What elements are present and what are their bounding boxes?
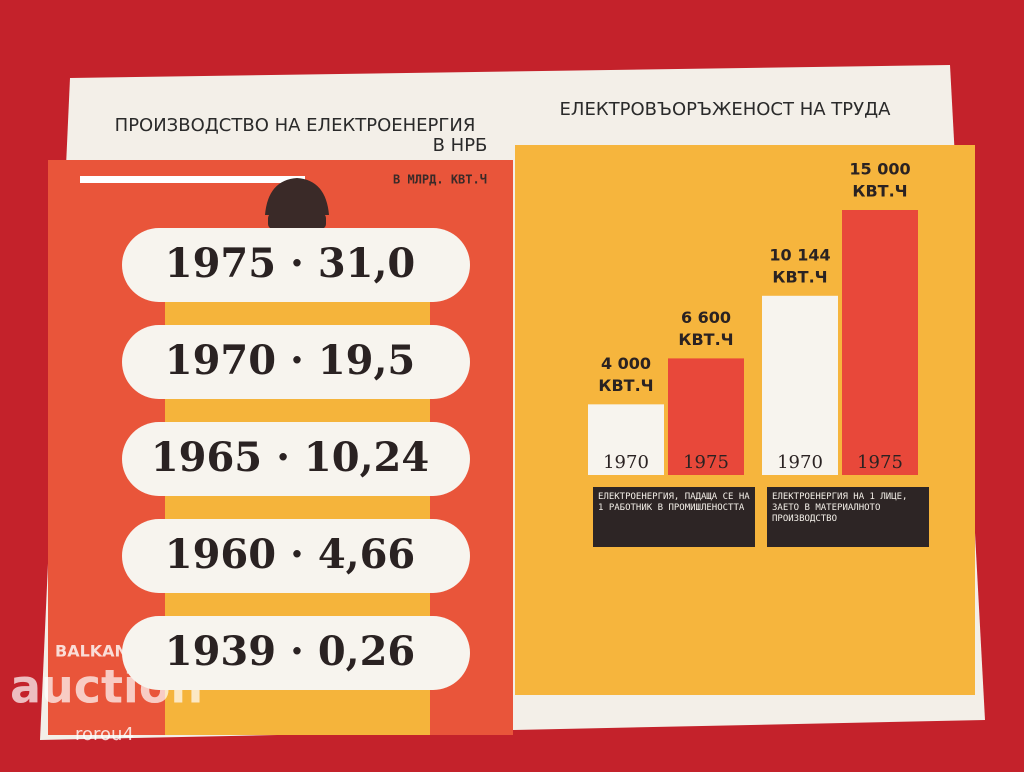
- row-part: 1939: [165, 628, 276, 675]
- left-title-1: ПРОИЗВОДСТВО НА ЕЛЕКТРОЕНЕРГИЯ: [115, 115, 476, 136]
- caption-text: ЕЛЕКТРОЕНЕРГИЯ НА 1 ЛИЦЕ, ЗАЕТО В МАТЕРИ…: [772, 492, 908, 524]
- pill: [122, 519, 470, 593]
- bar-year: 1970: [777, 452, 823, 473]
- separator: ·: [276, 531, 318, 578]
- row-text: 1939 · 0,26: [165, 628, 416, 675]
- separator: ·: [276, 337, 318, 384]
- bar-year: 1975: [683, 452, 729, 473]
- bar: [762, 295, 838, 475]
- left-title-2: В НРБ: [433, 135, 488, 156]
- row-text: 1960 · 4,66: [165, 531, 416, 578]
- pill: [122, 228, 470, 302]
- row-text: 1965 · 10,24: [151, 434, 429, 481]
- watermark: BALKAN: [55, 642, 128, 661]
- lamp-base: [268, 213, 326, 229]
- bar-unit: КВТ.Ч: [852, 182, 907, 201]
- caption: ЕЛЕКТРОЕНЕРГИЯ, ПАДАЩА СЕ НА 1 РАБОТНИК …: [598, 492, 750, 513]
- unit-label: В МЛРД. КВТ.Ч: [393, 173, 487, 187]
- bar: [668, 358, 744, 475]
- row-part: 10,24: [304, 434, 429, 481]
- lamp: [265, 178, 329, 215]
- bar-year: 1970: [603, 452, 649, 473]
- bar: [842, 210, 918, 475]
- row-text: 1975 · 31,0: [165, 240, 416, 287]
- row-part: 1960: [165, 531, 276, 578]
- bar: [588, 404, 664, 475]
- separator: ·: [262, 434, 304, 481]
- row-part: 1970: [165, 337, 276, 384]
- row-part: 19,5: [318, 337, 415, 384]
- separator: ·: [276, 628, 318, 675]
- bar-unit: КВТ.Ч: [598, 376, 653, 395]
- caption-box: [767, 487, 929, 547]
- pill: [122, 616, 470, 690]
- watermark: rorou4: [75, 724, 134, 745]
- row-part: 1975: [165, 240, 276, 287]
- row-part: 1965: [151, 434, 262, 481]
- caption-text: ЕЛЕКТРОЕНЕРГИЯ, ПАДАЩА СЕ НА 1 РАБОТНИК …: [598, 492, 750, 513]
- row-part: 0,26: [318, 628, 415, 675]
- row-part: 31,0: [318, 240, 415, 287]
- row-part: 4,66: [318, 531, 415, 578]
- bar-unit: КВТ.Ч: [772, 267, 827, 286]
- bar-value: 6 600: [681, 308, 731, 327]
- bar-value: 10 144: [769, 245, 830, 264]
- bar-value: 4 000: [601, 354, 651, 373]
- bar-value: 15 000: [849, 160, 910, 179]
- right-title: ЕЛЕКТРОВЪОРЪЖЕНОСТ НА ТРУДА: [560, 99, 892, 120]
- caption-box: [593, 487, 755, 547]
- bar-year: 1975: [857, 452, 903, 473]
- separator: ·: [276, 240, 318, 287]
- pill: [122, 325, 470, 399]
- bar-unit: КВТ.Ч: [678, 330, 733, 349]
- pill: [122, 422, 470, 496]
- row-text: 1970 · 19,5: [165, 337, 416, 384]
- caption: ЕЛЕКТРОЕНЕРГИЯ НА 1 ЛИЦЕ, ЗАЕТО В МАТЕРИ…: [772, 492, 908, 524]
- lamp-wire: [80, 176, 305, 183]
